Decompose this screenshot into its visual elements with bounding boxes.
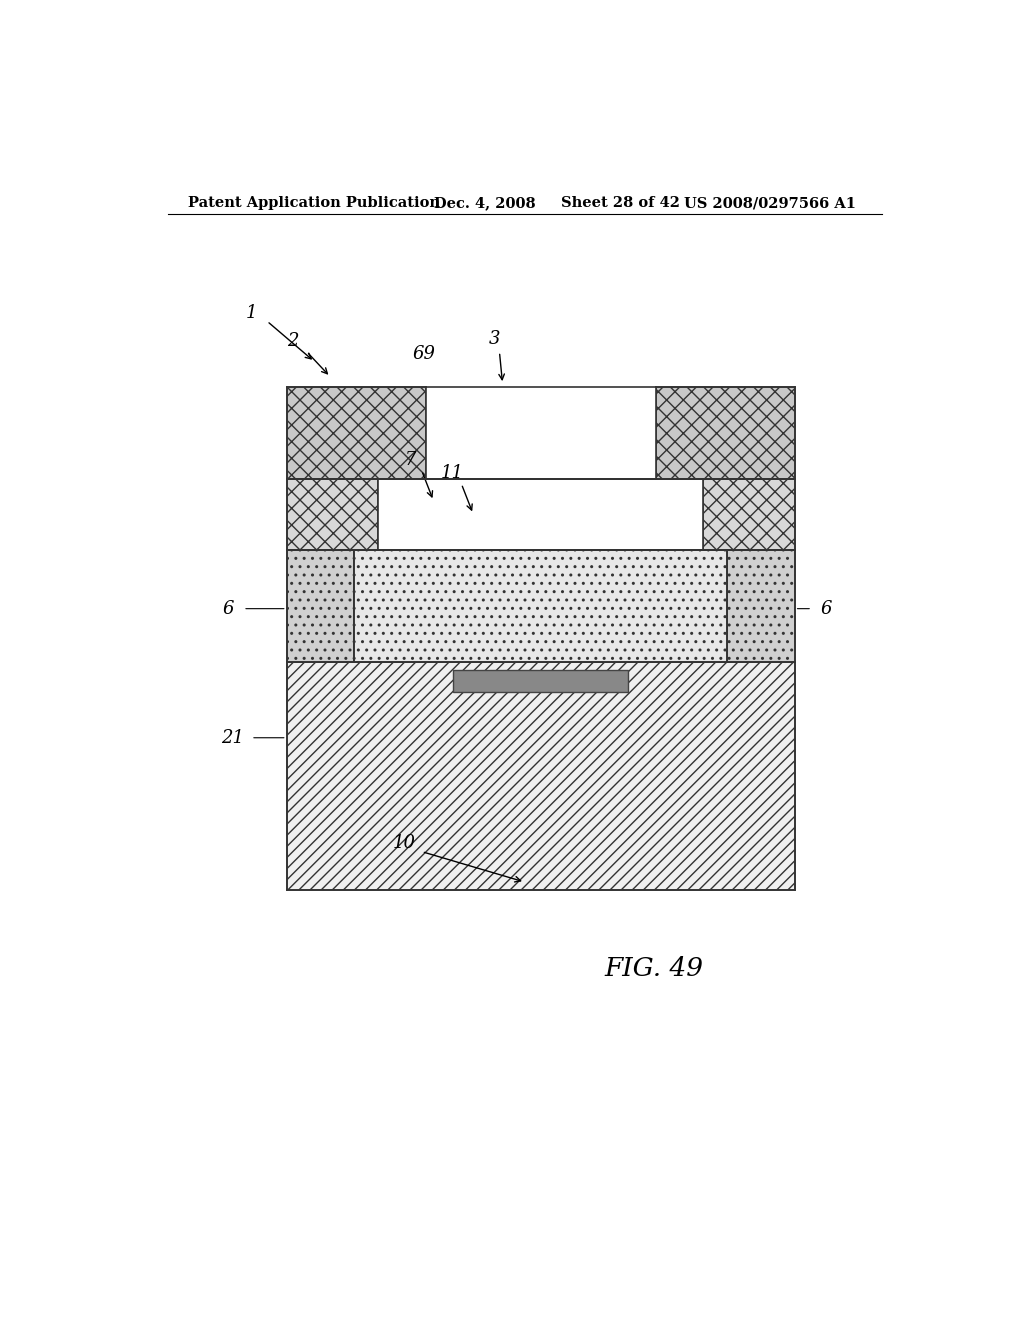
Text: 10: 10 xyxy=(392,834,416,853)
Bar xyxy=(426,387,655,479)
Text: FIG. 49: FIG. 49 xyxy=(604,956,703,981)
Text: 6: 6 xyxy=(820,599,833,618)
Text: Patent Application Publication: Patent Application Publication xyxy=(187,195,439,210)
Text: 6: 6 xyxy=(222,599,233,618)
Text: 7: 7 xyxy=(404,451,417,470)
Bar xyxy=(727,549,795,661)
Bar xyxy=(287,661,795,890)
Text: 1: 1 xyxy=(246,304,257,322)
Text: 2: 2 xyxy=(288,333,299,350)
Text: 3: 3 xyxy=(488,330,501,348)
Bar xyxy=(354,549,727,661)
Bar xyxy=(703,479,795,549)
Bar xyxy=(287,479,378,549)
Bar xyxy=(287,387,426,479)
Text: 69: 69 xyxy=(413,345,435,363)
Text: US 2008/0297566 A1: US 2008/0297566 A1 xyxy=(684,195,855,210)
Bar xyxy=(378,479,703,549)
Text: 21: 21 xyxy=(221,729,245,747)
Text: 11: 11 xyxy=(440,465,463,483)
Text: Dec. 4, 2008: Dec. 4, 2008 xyxy=(433,195,536,210)
Bar xyxy=(454,669,628,692)
Text: Sheet 28 of 42: Sheet 28 of 42 xyxy=(560,195,680,210)
Bar xyxy=(655,387,795,479)
Bar xyxy=(287,549,354,661)
